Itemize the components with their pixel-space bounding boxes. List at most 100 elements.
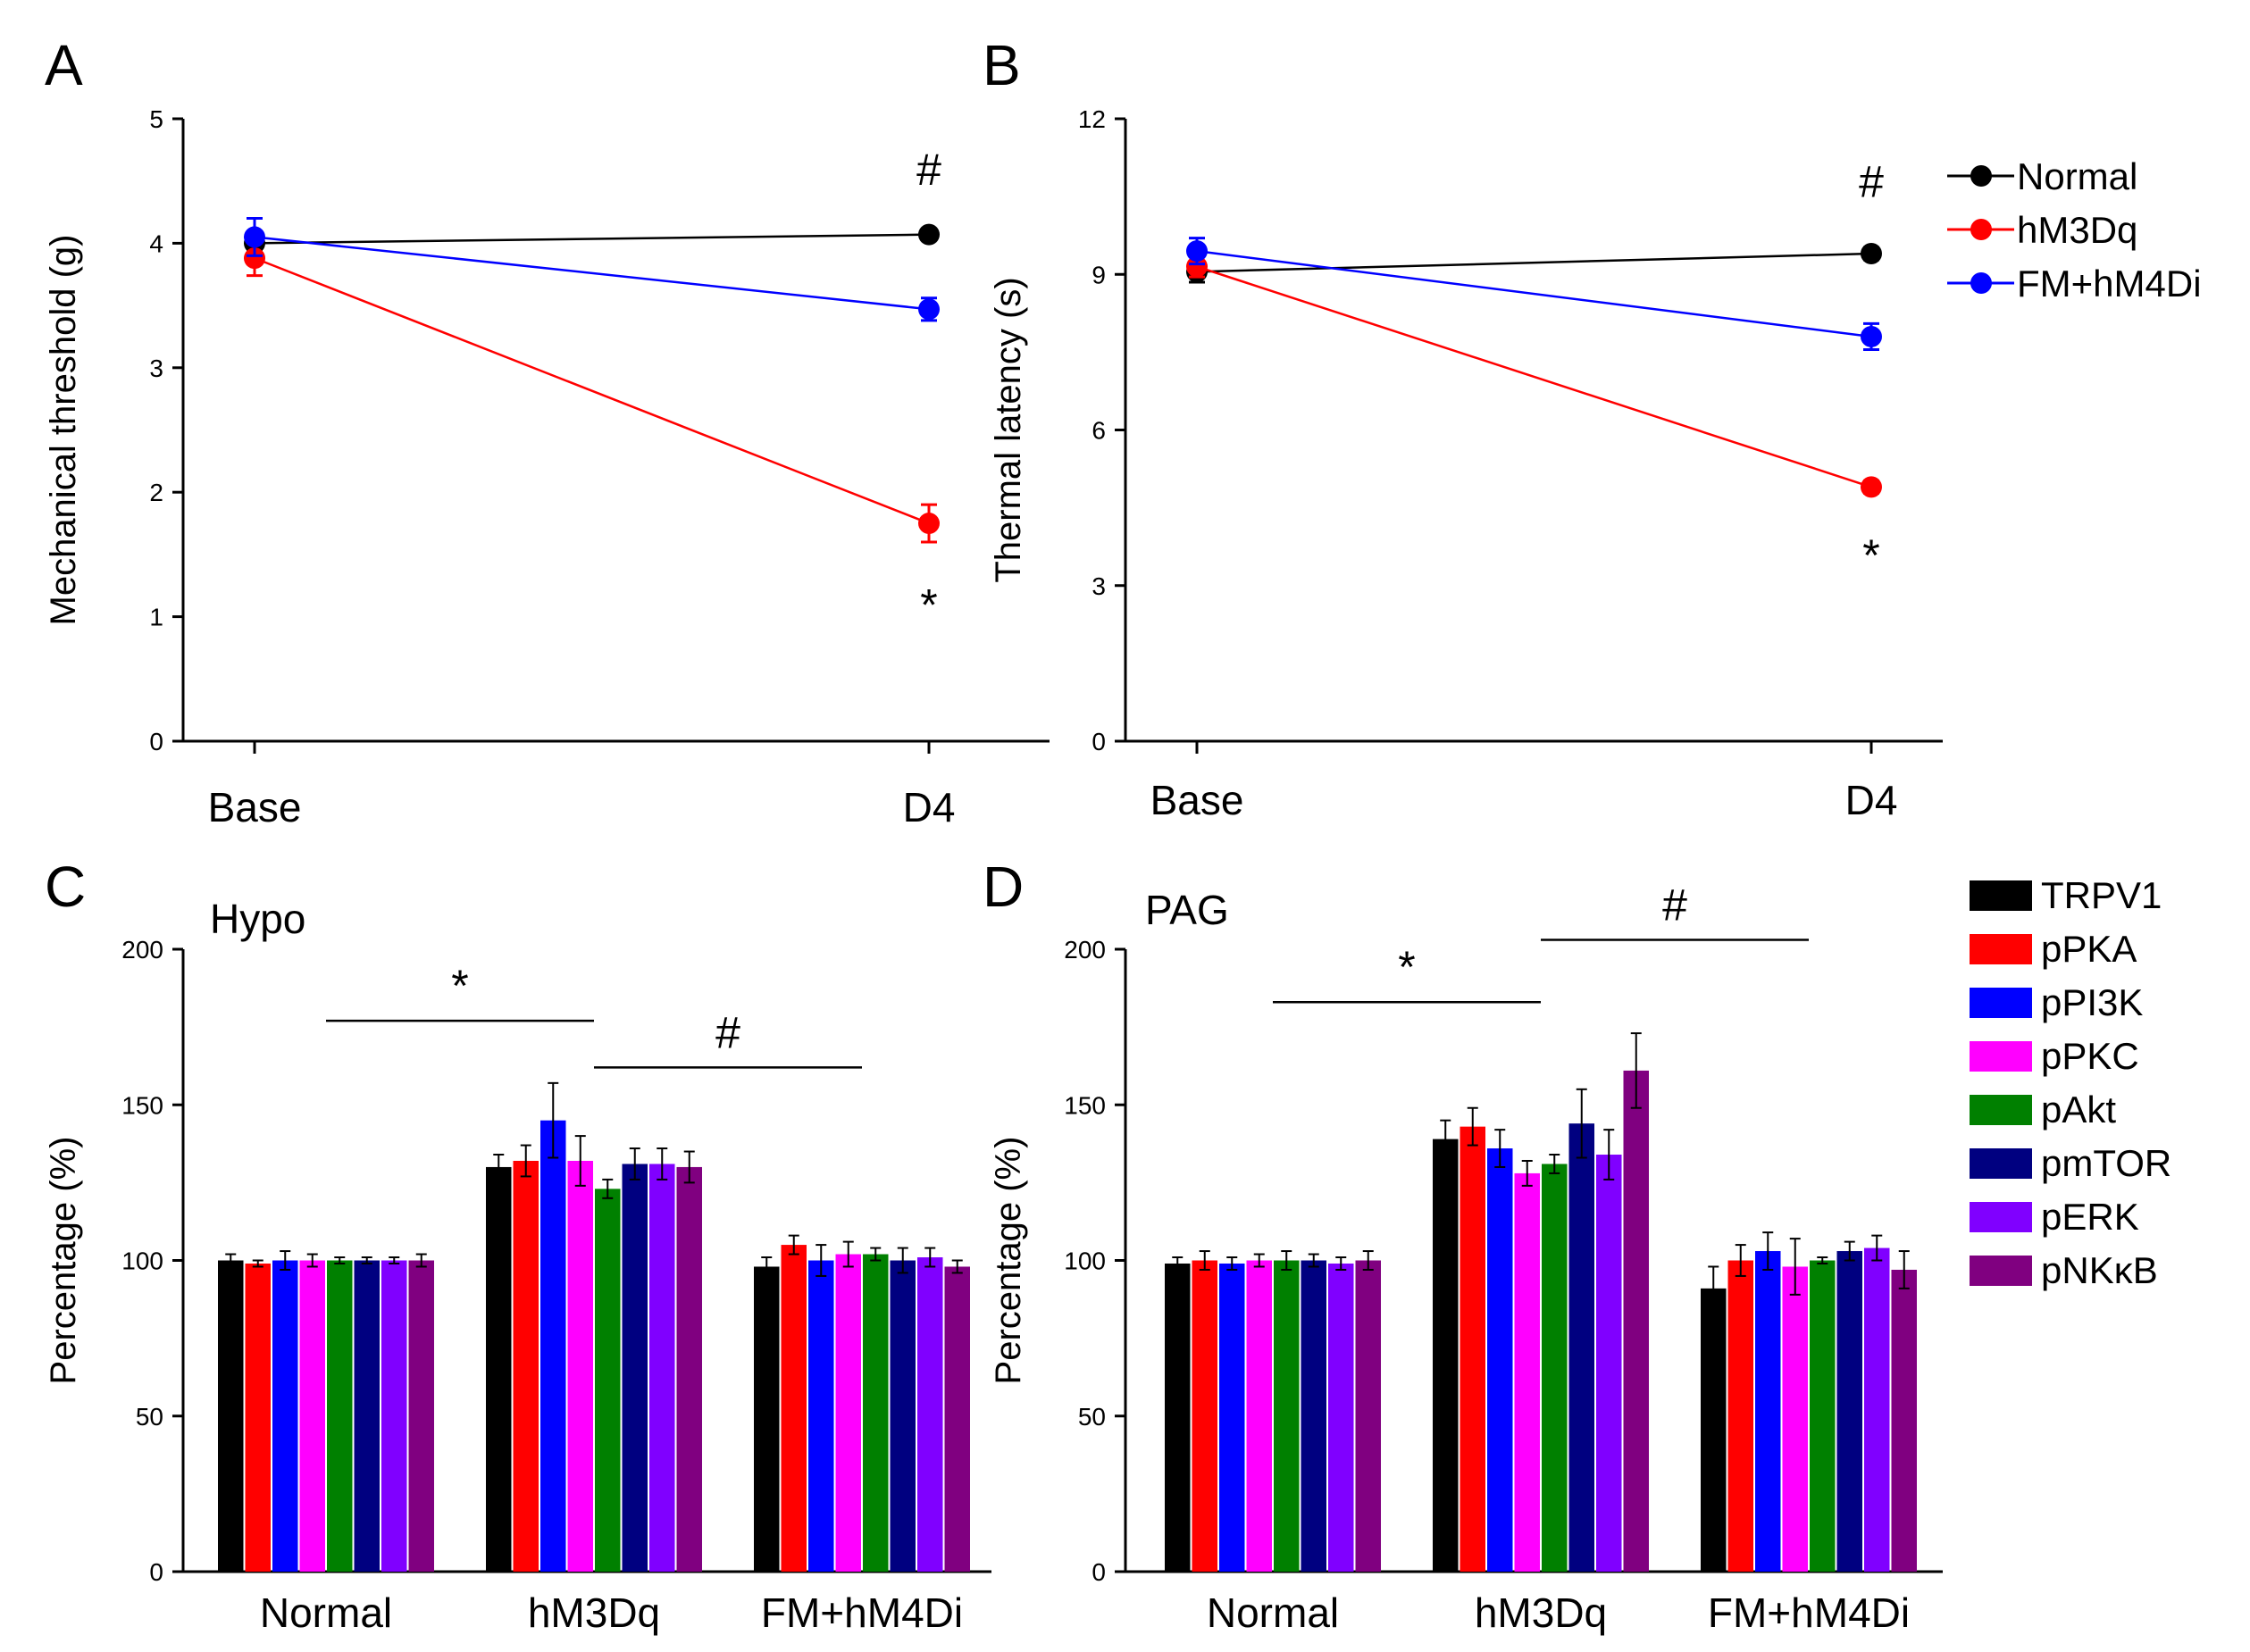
panel-c-bar-pnk-b [944,1266,970,1572]
panel-d-bar-ppi3k [1487,1148,1513,1572]
panel-d-y-tick-label: 150 [1064,1091,1106,1119]
panel-b-series-fm-hm4di-line [1196,249,1872,338]
bar-legend-label: TRPV1 [2041,874,2162,916]
panel-c-significance-mark: # [715,1007,740,1057]
panel-a-series-fm-hm4di-line [254,236,930,311]
panel-c-bar-ppi3k [272,1260,298,1572]
panel-d-y-tick-label: 0 [1092,1558,1106,1586]
panel-a-series-hm3dq-point [244,247,265,270]
panel-c-y-tick-label: 150 [121,1091,163,1119]
panel-d-bar-pmtor [1836,1251,1862,1572]
panel-c-y-tick-label: 200 [121,936,163,964]
panel-b-y-tick-label: 9 [1092,261,1106,288]
panel-d-bar-trpv1 [1701,1288,1727,1572]
panel-d-bar-pmtor [1301,1260,1326,1572]
panel-c-category-label: Normal [260,1589,392,1636]
panel-a-category-label: D4 [903,784,956,830]
bar-legend-swatch [1970,1041,2032,1072]
panel-b-y-tick-label: 3 [1092,572,1106,600]
panel-a-series-normal-point [918,223,940,246]
panel-c-bar-ppkc [299,1260,325,1572]
panel-d-bar-ppka [1460,1126,1485,1572]
panel-c-bar-pmtor [890,1260,916,1572]
panel-a-y-axis-label: Mechanical threshold (g) [44,235,83,626]
panel-c-y-tick-label: 100 [121,1247,163,1275]
panel-c-bar-pnk-b [676,1166,702,1572]
bar-legend-label: pNKκB [2041,1249,2158,1291]
panel-d-bar-trpv1 [1433,1139,1459,1572]
panel-c-bar-pakt [327,1260,353,1572]
panel-c-bar-ppkc [835,1254,861,1572]
panel-d-bar-ppkc [1246,1260,1272,1572]
panel-b-annotation: # [1859,157,1884,207]
panel-c-bar-trpv1 [486,1166,512,1572]
panel-d-bar-ppkc [1514,1172,1540,1572]
panel-a-annotation: * [920,580,937,630]
panel-d-bar-perk [1864,1247,1890,1572]
panel-d-title: PAG [1145,887,1229,933]
panel-d-category-label: hM3Dq [1475,1589,1607,1636]
panel-d-bar-perk [1596,1155,1622,1572]
bar-legend-swatch [1970,880,2032,911]
panel-b-series-hm3dq-point [1186,255,1208,278]
panel-b-y-tick-label: 6 [1092,417,1106,445]
panel-c-bar-ppka [781,1245,807,1572]
panel-c-category-label: FM+hM4Di [761,1589,963,1636]
panel-b-series-fm-hm4di-point [1861,325,1882,347]
bar-legend-label: pPI3K [2041,981,2143,1023]
panel-d-bar-pakt [1810,1260,1836,1572]
panel-b-y-tick-label: 12 [1078,105,1106,133]
bar-legend-label: pAkt [2041,1089,2116,1131]
bar-legend-swatch [1970,1095,2032,1125]
panel-c-bar-ppka [245,1263,271,1572]
bar-legend-label: pPKA [2041,928,2137,970]
panel-b-y-axis-label: Thermal latency (s) [989,277,1028,582]
panel-d-significance-mark: * [1398,942,1415,992]
line-legend-swatch-marker [1970,165,1992,187]
bar-legend-swatch [1970,1256,2032,1286]
panel-b-series-normal-line [1196,252,1872,273]
panel-a-y-tick-label: 5 [149,105,163,133]
panel-b-category-label: Base [1150,777,1244,823]
panel-c-category-label: hM3Dq [528,1589,660,1636]
bar-legend-swatch [1970,988,2032,1018]
panel-d-bar-trpv1 [1165,1263,1191,1572]
panel-a-category-label: Base [208,784,302,830]
line-legend-label: Normal [2017,155,2137,197]
panel-d-bar-pakt [1542,1164,1568,1572]
panel-c-significance-mark: * [451,961,468,1011]
panel-b-series-hm3dq-line [1196,265,1872,488]
line-legend-swatch-marker [1970,272,1992,294]
panel-c-bar-pakt [863,1254,889,1572]
panel-c-bar-ppi3k [808,1260,834,1572]
panel-d-bar-ppka [1192,1260,1217,1572]
panel-b-series-fm-hm4di-point [1186,240,1208,263]
panel-c-letter: C [45,855,86,919]
panel-c-bar-trpv1 [218,1260,244,1572]
panel-b-series-normal-point [1861,243,1882,265]
panel-d-bar-perk [1328,1263,1354,1572]
panel-c-y-tick-label: 50 [136,1403,163,1431]
panel-d-bar-ppka [1727,1260,1753,1572]
panel-d-bar-ppkc [1782,1266,1808,1572]
panel-a-y-tick-label: 1 [149,604,163,631]
panel-d-bar-pnk-b [1355,1260,1381,1572]
line-legend-swatch-marker [1970,219,1992,240]
panel-d-bar-pmtor [1568,1123,1594,1572]
panel-b-category-label: D4 [1845,777,1898,823]
panel-a-series-normal-line [254,233,930,245]
panel-d-bar-pnk-b [1623,1070,1649,1572]
panel-a-series-hm3dq-point [918,513,940,535]
panel-b-y-tick-label: 0 [1092,728,1106,755]
bar-legend-swatch [1970,1148,2032,1179]
panel-c-bar-ppka [513,1160,539,1572]
panel-a-series-hm3dq-line [254,256,930,525]
panel-a-letter: A [45,33,83,97]
panel-b-annotation: * [1862,530,1879,580]
panel-d-bar-ppi3k [1219,1263,1245,1572]
bar-legend-label: pmTOR [2041,1142,2171,1184]
panel-c-bar-pakt [595,1189,621,1572]
panel-c-bar-perk [917,1257,943,1572]
bar-legend-label: pPKC [2041,1035,2139,1077]
